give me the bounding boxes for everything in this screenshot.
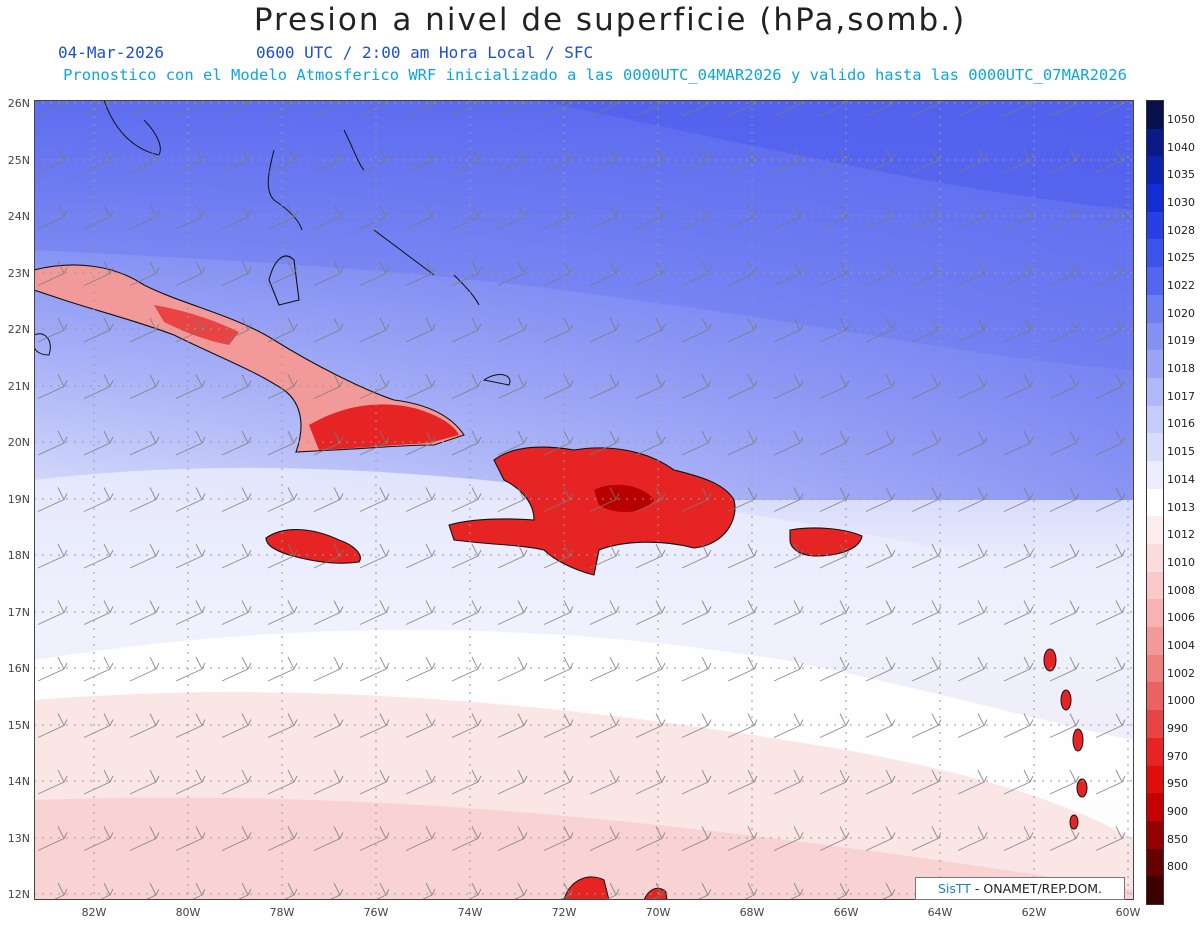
- credit-box: SisTT - ONAMET/REP.DOM.: [915, 877, 1125, 900]
- lon-label: 72W: [551, 906, 577, 919]
- colorbar-cell: [1147, 820, 1163, 849]
- colorbar-cell: [1147, 184, 1163, 212]
- lat-label: 18N: [7, 549, 30, 562]
- lat-label: 26N: [7, 97, 30, 110]
- lon-label: 76W: [363, 906, 389, 919]
- colorbar-label: 1035: [1167, 168, 1195, 182]
- colorbar-cell: [1147, 433, 1163, 461]
- colorbar-label: 950: [1167, 777, 1188, 791]
- colorbar-label: 1004: [1167, 638, 1195, 652]
- forecast-time: 0600 UTC / 2:00 am Hora Local / SFC: [256, 43, 594, 62]
- colorbar-label: 1022: [1167, 278, 1195, 292]
- colorbar-cell: [1147, 350, 1163, 378]
- lat-label: 25N: [7, 154, 30, 167]
- lat-label: 17N: [7, 606, 30, 619]
- lat-label: 22N: [7, 323, 30, 336]
- colorbar-label: 970: [1167, 749, 1188, 763]
- lon-label: 74W: [457, 906, 483, 919]
- pressure-colorbar: [1146, 100, 1164, 905]
- lon-label: 66W: [833, 906, 859, 919]
- colorbar-label: 1010: [1167, 555, 1195, 569]
- colorbar-label: 1017: [1167, 389, 1195, 403]
- colorbar-label: 850: [1167, 832, 1188, 846]
- colorbar-label: 1002: [1167, 666, 1195, 680]
- colorbar-label: 1016: [1167, 417, 1195, 431]
- forecast-date: 04-Mar-2026: [58, 43, 164, 62]
- colorbar-cell: [1147, 544, 1163, 572]
- lat-label: 16N: [7, 662, 30, 675]
- colorbar-label: 1020: [1167, 306, 1195, 320]
- colorbar-cell: [1147, 405, 1163, 434]
- lat-label: 23N: [7, 267, 30, 280]
- colorbar-cell: [1147, 682, 1163, 711]
- colorbar-cell: [1147, 377, 1163, 406]
- colorbar-label: 1018: [1167, 362, 1195, 376]
- colorbar-cell: [1147, 793, 1163, 821]
- credit-text: - ONAMET/REP.DOM.: [970, 881, 1103, 896]
- colorbar-cell: [1147, 627, 1163, 655]
- pressure-field: [34, 100, 1134, 900]
- colorbar-cell: [1147, 294, 1163, 323]
- colorbar-label: 1050: [1167, 112, 1195, 126]
- colorbar-cell: [1147, 654, 1163, 683]
- lon-label: 64W: [927, 906, 953, 919]
- lon-label: 78W: [269, 906, 295, 919]
- colorbar-label: 1013: [1167, 500, 1195, 514]
- map-title: Presion a nivel de superficie (hPa,somb.…: [253, 2, 967, 38]
- lon-label: 82W: [81, 906, 107, 919]
- colorbar-label: 1006: [1167, 611, 1195, 625]
- lat-label: 20N: [7, 436, 30, 449]
- lat-label: 12N: [7, 888, 30, 901]
- colorbar-label: 1008: [1167, 583, 1195, 597]
- colorbar-cell: [1147, 571, 1163, 600]
- lat-lon-grid: [34, 100, 1134, 900]
- colorbar-cell: [1147, 156, 1163, 185]
- colorbar-cell: [1147, 211, 1163, 240]
- lat-label: 13N: [7, 832, 30, 845]
- colorbar-label: 1000: [1167, 694, 1195, 708]
- pressure-map: [34, 100, 1134, 900]
- colorbar-cell: [1147, 128, 1163, 157]
- colorbar-cell: [1147, 765, 1163, 794]
- lat-label: 24N: [7, 210, 30, 223]
- colorbar-label: 800: [1167, 860, 1188, 874]
- colorbar-label: 1019: [1167, 334, 1195, 348]
- colorbar-label: 1025: [1167, 251, 1195, 265]
- lat-label: 15N: [7, 719, 30, 732]
- colorbar-cell: [1147, 239, 1163, 268]
- lon-label: 62W: [1021, 906, 1047, 919]
- colorbar-cell: [1147, 322, 1163, 351]
- colorbar-label: 1028: [1167, 223, 1195, 237]
- colorbar-cell: [1147, 460, 1163, 489]
- lon-label: 60W: [1115, 906, 1141, 919]
- colorbar-label: 1030: [1167, 195, 1195, 209]
- lat-label: 21N: [7, 380, 30, 393]
- colorbar-cell: [1147, 101, 1163, 129]
- colorbar-label: 990: [1167, 722, 1188, 736]
- lon-label: 80W: [175, 906, 201, 919]
- colorbar-cell: [1147, 710, 1163, 738]
- colorbar-cell: [1147, 488, 1163, 517]
- colorbar-cell: [1147, 876, 1163, 904]
- colorbar-label: 1014: [1167, 472, 1195, 486]
- colorbar-cell: [1147, 848, 1163, 877]
- colorbar-cell: [1147, 599, 1163, 628]
- colorbar-cell: [1147, 267, 1163, 295]
- forecast-date-line: 04-Mar-2026 0600 UTC / 2:00 am Hora Loca…: [58, 43, 958, 62]
- forecast-run-info: Pronostico con el Modelo Atmosferico WRF…: [63, 66, 1127, 84]
- colorbar-cell: [1147, 516, 1163, 544]
- lon-label: 68W: [739, 906, 765, 919]
- colorbar-label: 1012: [1167, 528, 1195, 542]
- credit-brand: SisTT: [937, 881, 971, 896]
- colorbar-label: 1015: [1167, 445, 1195, 459]
- colorbar-label: 900: [1167, 805, 1188, 819]
- colorbar-label: 1040: [1167, 140, 1195, 154]
- lon-label: 70W: [645, 906, 671, 919]
- lat-label: 19N: [7, 493, 30, 506]
- colorbar-cell: [1147, 737, 1163, 766]
- lat-label: 14N: [7, 775, 30, 788]
